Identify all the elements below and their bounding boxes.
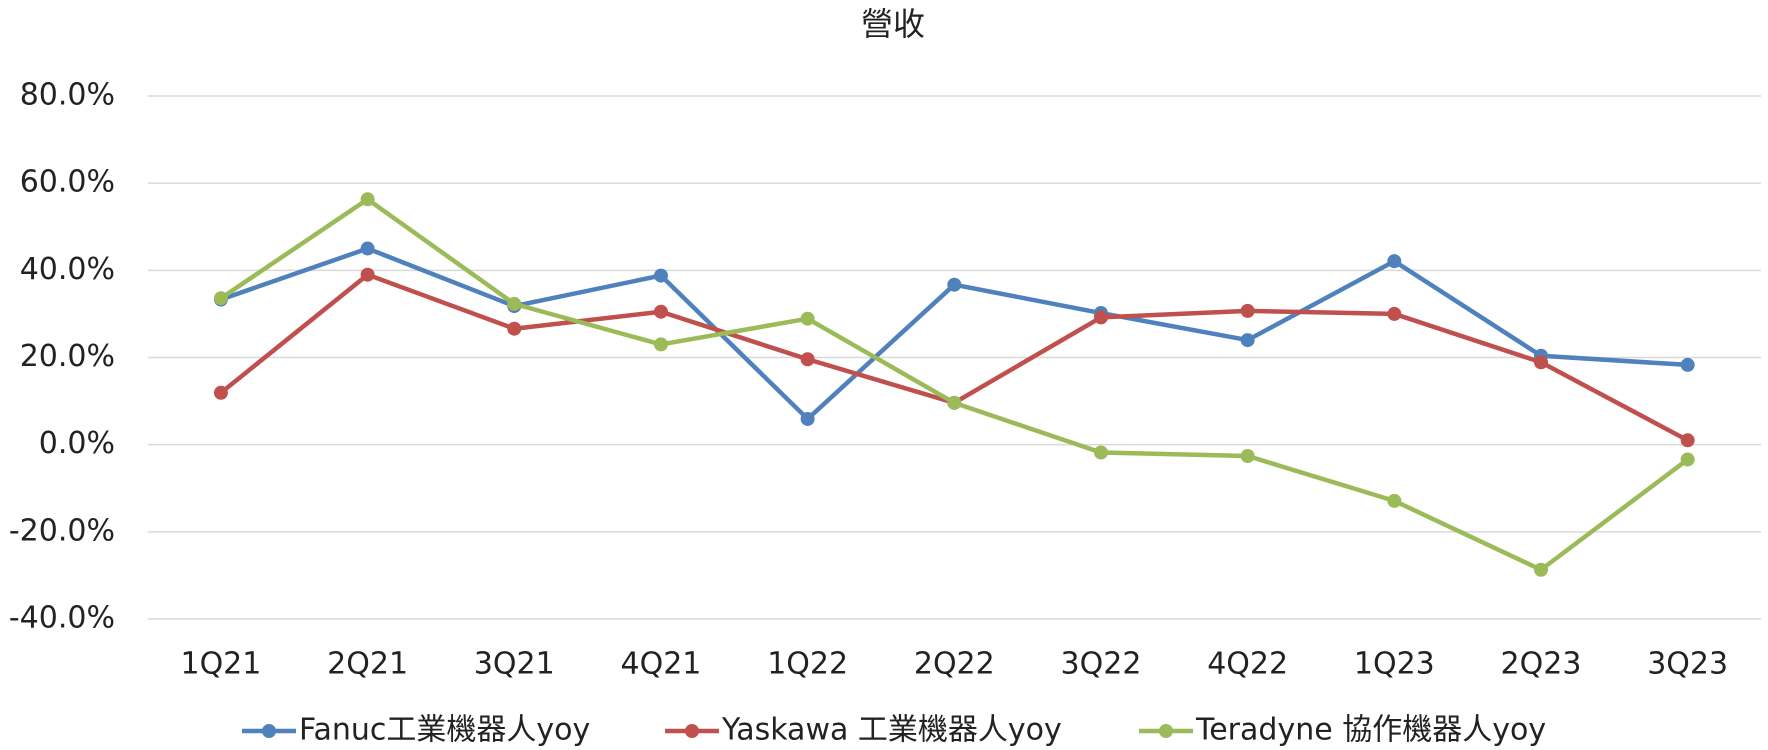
x-tick-label: 2Q22	[914, 647, 995, 682]
point	[213, 385, 228, 400]
legend-label: Yaskawa 工業機器人yoy	[721, 713, 1062, 748]
point	[360, 192, 375, 207]
point	[1680, 433, 1695, 448]
point	[360, 267, 375, 282]
legend-label: Fanuc工業機器人yoy	[299, 713, 590, 748]
point	[213, 291, 228, 306]
chart-title: 營收	[861, 5, 925, 43]
point	[1240, 448, 1255, 463]
point	[800, 411, 815, 426]
y-tick-label: 20.0%	[20, 339, 115, 374]
y-tick-label: 60.0%	[20, 165, 115, 200]
x-tick-label: 1Q21	[180, 647, 261, 682]
point	[1680, 357, 1695, 372]
point	[360, 241, 375, 256]
point	[1240, 333, 1255, 348]
legend-label: Teradyne 協作機器人yoy	[1195, 713, 1546, 748]
y-tick-label: 40.0%	[20, 252, 115, 287]
point	[1387, 306, 1402, 321]
point	[653, 337, 668, 352]
x-tick-label: 4Q22	[1207, 647, 1288, 682]
x-tick-label: 1Q22	[767, 647, 848, 682]
point	[1387, 254, 1402, 269]
legend-marker	[685, 724, 699, 738]
x-tick-label: 3Q23	[1647, 647, 1728, 682]
point	[1387, 493, 1402, 508]
legend-marker	[262, 724, 276, 738]
point	[800, 311, 815, 326]
x-tick-label: 2Q23	[1501, 647, 1582, 682]
point	[947, 395, 962, 410]
point	[1533, 355, 1548, 370]
point	[507, 296, 522, 311]
point	[653, 304, 668, 319]
point	[947, 277, 962, 292]
point	[1093, 445, 1108, 460]
y-tick-label: -20.0%	[9, 513, 115, 548]
x-tick-label: 2Q21	[327, 647, 408, 682]
legend-marker	[1159, 724, 1173, 738]
point	[1240, 303, 1255, 318]
y-tick-label: 0.0%	[39, 426, 115, 461]
series-line	[219, 197, 1690, 573]
x-tick-label: 3Q22	[1061, 647, 1142, 682]
point	[507, 321, 522, 336]
point	[1093, 310, 1108, 325]
series-line	[220, 246, 1688, 422]
point	[800, 352, 815, 367]
y-tick-label: -40.0%	[9, 601, 115, 636]
point	[1680, 452, 1695, 467]
point	[1533, 562, 1548, 577]
x-tick-label: 3Q21	[474, 647, 555, 682]
x-tick-label: 1Q23	[1354, 647, 1435, 682]
x-tick-label: 4Q21	[621, 647, 702, 682]
y-tick-label: 80.0%	[20, 78, 115, 113]
point	[653, 268, 668, 283]
